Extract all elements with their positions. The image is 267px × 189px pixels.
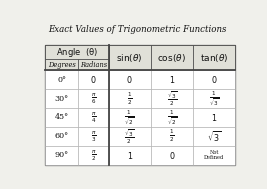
Text: $0$: $0$ bbox=[126, 74, 133, 85]
Text: $\frac{1}{\sqrt{3}}$: $\frac{1}{\sqrt{3}}$ bbox=[209, 89, 219, 108]
Text: $\sqrt{3}$: $\sqrt{3}$ bbox=[207, 129, 221, 144]
Text: $\frac{\sqrt{3}}{2}$: $\frac{\sqrt{3}}{2}$ bbox=[124, 127, 135, 146]
Text: $\sin(\theta)$: $\sin(\theta)$ bbox=[116, 52, 143, 64]
Bar bbox=[45, 108, 78, 127]
Bar bbox=[151, 146, 193, 165]
Text: $\frac{1}{\sqrt{2}}$: $\frac{1}{\sqrt{2}}$ bbox=[167, 108, 177, 127]
Bar bbox=[45, 89, 78, 108]
Bar bbox=[193, 146, 235, 165]
Text: 45°: 45° bbox=[54, 113, 69, 122]
Bar bbox=[45, 59, 78, 70]
Text: $\frac{\pi}{3}$: $\frac{\pi}{3}$ bbox=[91, 129, 96, 144]
Bar bbox=[45, 146, 78, 165]
Text: $\mathrm{Angle\ \ (\theta)}$: $\mathrm{Angle\ \ (\theta)}$ bbox=[56, 46, 98, 59]
Bar bbox=[78, 89, 109, 108]
Text: $0$: $0$ bbox=[168, 150, 175, 161]
Bar bbox=[151, 89, 193, 108]
Bar bbox=[109, 45, 151, 70]
Text: Defined: Defined bbox=[204, 155, 224, 160]
Text: 30°: 30° bbox=[54, 94, 69, 103]
Bar bbox=[45, 45, 235, 165]
Text: $\frac{\pi}{2}$: $\frac{\pi}{2}$ bbox=[91, 148, 96, 163]
Text: Exact Values of Trigonometric Functions: Exact Values of Trigonometric Functions bbox=[48, 25, 226, 34]
Text: 0°: 0° bbox=[57, 76, 66, 84]
Text: $\frac{\pi}{4}$: $\frac{\pi}{4}$ bbox=[91, 110, 96, 125]
Text: $\frac{1}{\sqrt{2}}$: $\frac{1}{\sqrt{2}}$ bbox=[124, 108, 135, 127]
Text: 90°: 90° bbox=[54, 151, 69, 159]
Bar bbox=[45, 127, 78, 146]
Bar bbox=[151, 45, 193, 70]
Bar bbox=[151, 70, 193, 89]
Text: Not: Not bbox=[209, 150, 219, 155]
Text: $\frac{\sqrt{3}}{2}$: $\frac{\sqrt{3}}{2}$ bbox=[167, 89, 177, 108]
Bar bbox=[78, 108, 109, 127]
Bar bbox=[109, 108, 151, 127]
Text: $1$: $1$ bbox=[127, 150, 133, 161]
Bar bbox=[193, 45, 235, 70]
Bar bbox=[78, 70, 109, 89]
Bar bbox=[193, 108, 235, 127]
Text: Degrees: Degrees bbox=[48, 61, 75, 69]
Text: $\tan(\theta)$: $\tan(\theta)$ bbox=[200, 52, 228, 64]
Bar bbox=[78, 127, 109, 146]
Text: $\frac{1}{2}$: $\frac{1}{2}$ bbox=[169, 128, 175, 144]
Text: $1$: $1$ bbox=[169, 74, 175, 85]
Bar bbox=[151, 127, 193, 146]
Bar bbox=[109, 70, 151, 89]
Bar bbox=[109, 127, 151, 146]
Text: $\frac{1}{2}$: $\frac{1}{2}$ bbox=[127, 90, 132, 107]
Text: $\cos(\theta)$: $\cos(\theta)$ bbox=[158, 52, 186, 64]
Bar bbox=[109, 89, 151, 108]
Text: $\frac{\pi}{6}$: $\frac{\pi}{6}$ bbox=[91, 91, 96, 106]
Text: $1$: $1$ bbox=[211, 112, 217, 123]
Bar bbox=[78, 146, 109, 165]
Bar bbox=[78, 59, 109, 70]
Text: $0$: $0$ bbox=[90, 74, 97, 85]
Bar bbox=[193, 89, 235, 108]
Bar bbox=[45, 45, 109, 59]
Bar bbox=[45, 70, 78, 89]
Bar bbox=[109, 146, 151, 165]
Text: $0$: $0$ bbox=[211, 74, 217, 85]
Text: Radians: Radians bbox=[80, 61, 107, 69]
Bar bbox=[193, 127, 235, 146]
Text: 60°: 60° bbox=[54, 132, 69, 140]
Bar bbox=[151, 108, 193, 127]
Bar bbox=[193, 70, 235, 89]
